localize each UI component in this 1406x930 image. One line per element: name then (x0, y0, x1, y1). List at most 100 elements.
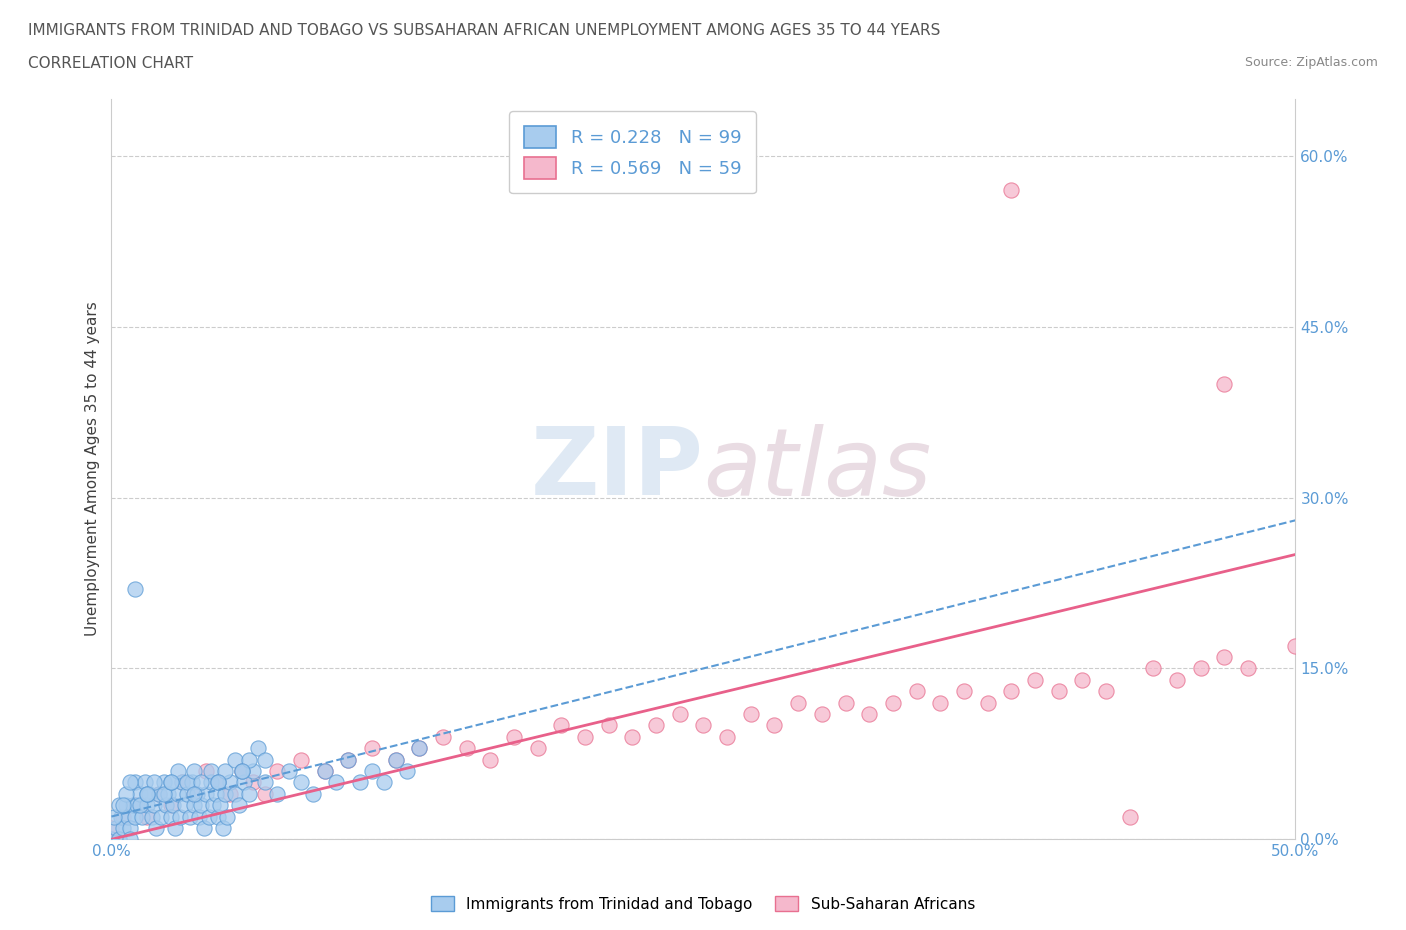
Point (176, 787, 198, 802)
Point (197, 809, 219, 824)
Point (207, 775, 229, 790)
Point (479, 752, 502, 767)
Point (138, 787, 160, 802)
Point (143, 775, 166, 790)
Point (179, 809, 201, 824)
Point (183, 798, 205, 813)
Point (124, 581, 146, 596)
Point (1118, 809, 1140, 824)
Point (266, 764, 288, 778)
Point (408, 740, 430, 755)
Point (1213, 649, 1236, 664)
Point (207, 809, 229, 824)
Point (176, 775, 198, 790)
Point (242, 764, 264, 778)
Point (152, 787, 174, 802)
Point (290, 752, 312, 767)
Point (621, 729, 644, 744)
Point (112, 798, 135, 813)
Point (503, 729, 526, 744)
Point (231, 764, 253, 778)
Point (110, 809, 132, 824)
Point (152, 775, 174, 790)
Point (214, 764, 236, 778)
Text: IMMIGRANTS FROM TRINIDAD AND TOBAGO VS SUBSAHARAN AFRICAN UNEMPLOYMENT AMONG AGE: IMMIGRANTS FROM TRINIDAD AND TOBAGO VS S… (28, 23, 941, 38)
Point (200, 764, 222, 778)
Point (224, 787, 246, 802)
Point (121, 798, 143, 813)
Point (254, 752, 277, 767)
Point (1213, 376, 1236, 391)
Point (1000, 684, 1022, 698)
Point (166, 787, 188, 802)
Point (254, 787, 277, 802)
Point (195, 764, 218, 778)
Point (143, 798, 166, 813)
Point (103, 809, 125, 824)
Point (238, 752, 260, 767)
Point (211, 820, 233, 835)
Point (218, 775, 240, 790)
Point (183, 787, 205, 802)
Point (169, 809, 191, 824)
Point (141, 809, 163, 824)
Point (787, 695, 810, 710)
Point (740, 707, 762, 722)
Point (218, 787, 240, 802)
Point (526, 740, 548, 755)
Point (131, 809, 153, 824)
Text: Source: ZipAtlas.com: Source: ZipAtlas.com (1244, 56, 1378, 69)
Point (128, 798, 150, 813)
Point (645, 718, 668, 733)
Point (325, 775, 347, 790)
Point (190, 798, 212, 813)
Point (159, 798, 181, 813)
Point (1189, 661, 1212, 676)
Point (112, 820, 135, 835)
Point (120, 832, 142, 847)
Point (134, 775, 156, 790)
Point (202, 798, 225, 813)
Point (1071, 672, 1094, 687)
Point (117, 809, 139, 824)
Point (247, 740, 270, 755)
Point (598, 718, 620, 733)
Point (373, 775, 395, 790)
Point (114, 787, 136, 802)
Point (114, 798, 136, 813)
Point (136, 787, 159, 802)
Point (337, 752, 360, 767)
Point (107, 832, 129, 847)
Point (124, 809, 146, 824)
Point (834, 695, 856, 710)
Point (159, 775, 181, 790)
Legend: R = 0.228   N = 99, R = 0.569   N = 59: R = 0.228 N = 99, R = 0.569 N = 59 (509, 112, 755, 193)
Point (183, 787, 205, 802)
Text: atlas: atlas (703, 423, 932, 514)
Point (181, 775, 204, 790)
Point (162, 798, 184, 813)
Point (120, 775, 142, 790)
Point (976, 695, 998, 710)
Point (396, 764, 419, 778)
Point (157, 787, 180, 802)
Point (188, 809, 211, 824)
Point (136, 809, 159, 824)
Point (100, 832, 122, 847)
Point (337, 752, 360, 767)
Point (148, 787, 170, 802)
Point (314, 764, 336, 778)
Point (172, 775, 194, 790)
Point (668, 707, 690, 722)
Point (148, 787, 170, 802)
Point (207, 775, 229, 790)
Point (209, 798, 232, 813)
Point (159, 809, 181, 824)
Point (136, 798, 159, 813)
Point (193, 820, 215, 835)
Point (301, 787, 323, 802)
Point (1166, 672, 1188, 687)
Point (204, 787, 226, 802)
Point (1047, 684, 1070, 698)
Point (195, 787, 218, 802)
